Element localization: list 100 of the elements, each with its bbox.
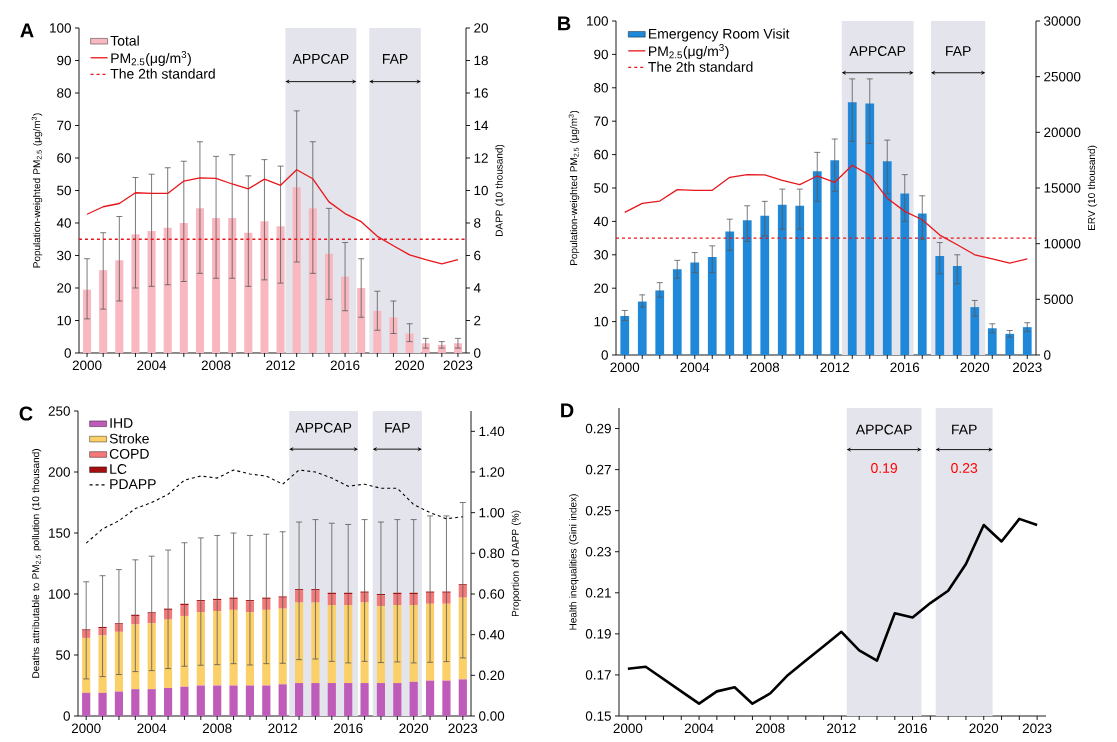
y2-tick-label: 10000 [1044, 238, 1081, 249]
bar [690, 262, 700, 355]
bar [163, 687, 173, 716]
bar [777, 204, 787, 355]
x-tick-label: 2020 [960, 362, 990, 373]
bar [389, 317, 398, 353]
y2-tick-label: 20000 [1044, 127, 1081, 138]
y2-tick-label: 5000 [1044, 294, 1073, 305]
bar [442, 603, 451, 681]
x-tick-label: 2020 [399, 723, 429, 734]
bar [442, 680, 451, 716]
bar [131, 624, 140, 690]
band-label: FAP [385, 422, 410, 433]
y-tick-label: 90 [57, 55, 71, 66]
y-tick-label: 0 [64, 348, 71, 358]
x-tick-label: 2000 [610, 362, 640, 373]
y-axis-title: Health inequalities (Gini index) [569, 494, 579, 630]
x-tick-label: 2000 [613, 723, 643, 734]
y-tick-label: 250 [48, 406, 70, 416]
bar [99, 270, 108, 353]
bar [830, 160, 840, 355]
bar [262, 685, 271, 716]
y-tick-label: 30 [594, 250, 608, 260]
bar [1005, 333, 1015, 355]
y2-tick-label: 0 [1044, 350, 1051, 360]
band-label: APPCAP [849, 46, 906, 56]
y2-tick-label: 6 [474, 250, 481, 261]
x-tick-label: 2016 [890, 362, 920, 373]
bar [147, 689, 156, 716]
y2-tick-label: 1.40 [479, 426, 505, 437]
bar [311, 683, 320, 716]
bar [213, 611, 222, 686]
y2-tick-label: 25000 [1044, 71, 1081, 82]
x-tick-label: 2000 [72, 360, 102, 371]
x-tick-label: 2020 [395, 360, 424, 371]
x-tick-label: 2004 [137, 360, 167, 371]
y-tick-label: 0 [63, 711, 70, 721]
y2-tick-label: 2 [474, 315, 481, 326]
x-tick-label: 2023 [1022, 723, 1052, 734]
bar [327, 604, 336, 684]
bar [847, 102, 857, 355]
bar [163, 227, 172, 353]
x-tick-label: 2004 [680, 362, 710, 373]
legend-label: LC [110, 464, 127, 474]
bar [725, 231, 735, 355]
bar [865, 103, 875, 355]
y2-tick-label: 0.20 [479, 670, 505, 681]
y2-tick-label: 0.00 [479, 711, 505, 721]
y2-tick-label: 14 [474, 120, 489, 131]
bar [245, 685, 255, 716]
bar [376, 683, 386, 716]
annotation: 0.19 [871, 463, 898, 473]
chart-title: A [20, 23, 34, 38]
bar [131, 689, 140, 716]
bar [393, 604, 402, 684]
bar [147, 623, 156, 690]
bar [327, 683, 336, 716]
y-tick-label: 100 [49, 589, 70, 599]
band-label: FAP [946, 46, 971, 56]
bar [620, 316, 630, 355]
bar [425, 680, 435, 716]
y2-tick-label: 0 [474, 348, 481, 358]
y2-axis-title: DAPP (10 thousand) [495, 144, 505, 236]
y-tick-label: 10 [57, 315, 71, 326]
bar [360, 683, 369, 716]
x-tick-label: 2020 [969, 723, 999, 734]
legend-label: PM$_{2.5}$(μg/m$^{3}$) [649, 44, 729, 60]
x-tick-label: 2008 [750, 362, 780, 373]
bar [180, 686, 189, 716]
y-tick-label: 40 [56, 218, 71, 228]
bar [228, 218, 237, 353]
bar [131, 234, 140, 353]
bar [742, 220, 752, 355]
bar [229, 685, 238, 716]
bar [952, 265, 962, 355]
legend-label: Stroke [109, 433, 149, 444]
bar [360, 602, 369, 684]
bar [987, 328, 997, 355]
y2-tick-label: 0.40 [479, 629, 505, 640]
bar [1022, 327, 1032, 355]
y-tick-label: 200 [48, 467, 70, 477]
y-tick-label: 0.21 [585, 588, 611, 598]
x-tick-label: 2023 [448, 723, 478, 734]
bar [458, 679, 467, 716]
bar [405, 333, 414, 353]
bar [393, 683, 402, 716]
legend-label: PM$_{2.5}$(μg/m$^{3}$) [111, 51, 191, 66]
x-tick-label: 2012 [827, 723, 856, 734]
bar [179, 222, 188, 353]
x-tick-label: 2012 [820, 362, 850, 373]
legend-label: The 2th standard [648, 61, 753, 72]
y2-tick-label: 1.00 [479, 507, 505, 518]
y2-tick-label: 30000 [1044, 16, 1081, 26]
band-label: APPCAP [292, 53, 349, 64]
x-tick-label: 2023 [443, 360, 473, 371]
y-tick-label: 0.19 [585, 629, 611, 639]
annotation: 0.23 [951, 463, 978, 473]
x-tick-label: 2023 [1012, 362, 1042, 373]
y-tick-label: 0.17 [585, 670, 611, 680]
bar [970, 307, 980, 355]
